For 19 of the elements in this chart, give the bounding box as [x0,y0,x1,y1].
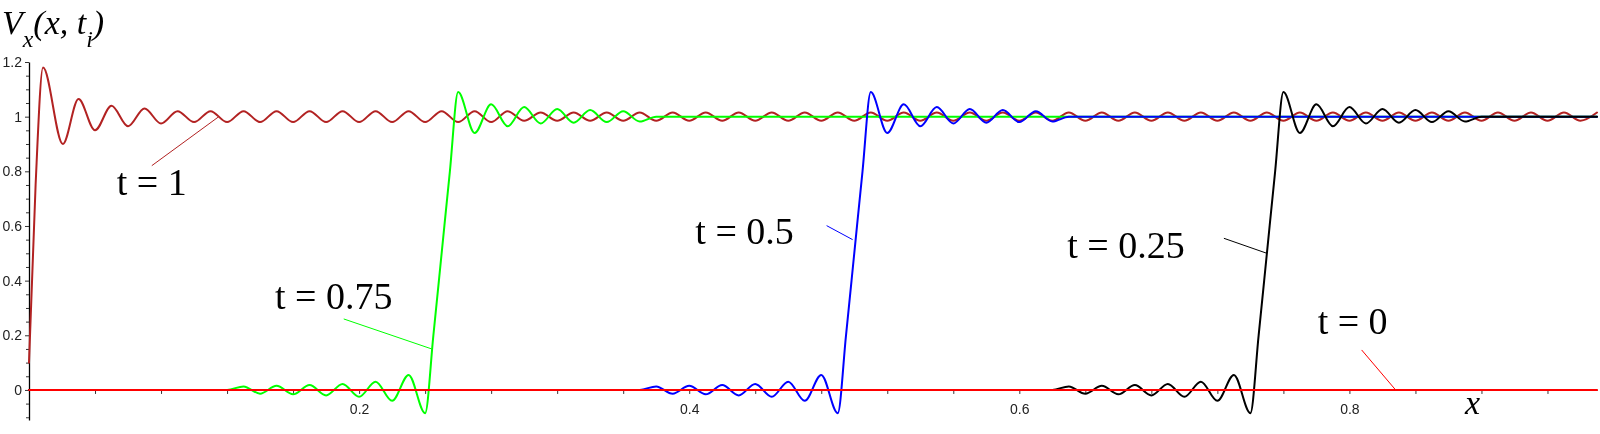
y-axis-title: V$_{x}$(x, t$_{i}$) [2,4,105,52]
y-tick-label: 0.2 [2,327,23,344]
y-tick-label: 0.4 [2,272,23,289]
y-tick-label: 1 [14,108,23,125]
annotation: t = 0 [1317,299,1388,342]
x-tick-label: 0.6 [1010,400,1030,417]
annotation: t = 0.5 [695,209,794,252]
y-tick-label: 0.6 [2,217,23,234]
x-tick-label: 0.2 [349,400,370,417]
annotation: t = 0.75 [274,274,393,317]
y-tick-label: 1.2 [2,53,23,70]
annotation: t = 1 [116,160,187,203]
x-tick-label: 0.4 [679,400,700,417]
x-tick-label: 0.8 [1340,400,1360,417]
x-axis-title: x [1464,384,1481,421]
line-series [28,66,1598,364]
y-tick-label: 0.8 [2,163,23,180]
annotation: t = 0.25 [1067,224,1185,267]
y-tick-label: 0 [14,381,23,398]
